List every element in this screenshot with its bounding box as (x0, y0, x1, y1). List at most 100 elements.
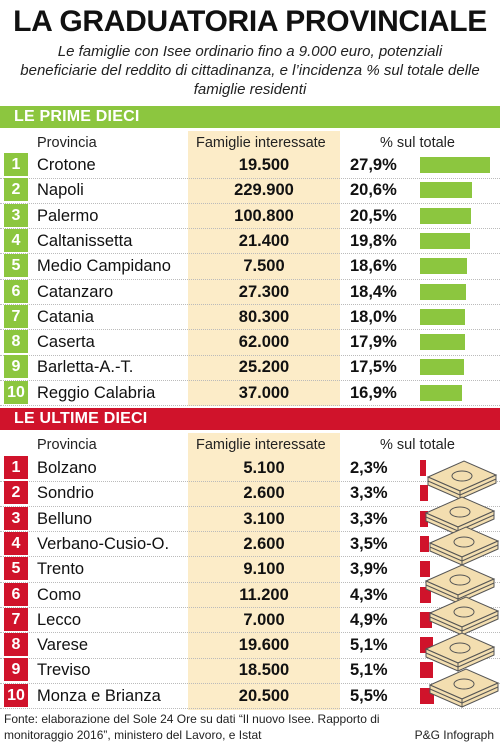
row-divider (0, 682, 500, 684)
table-row: 9 Barletta-A.-T. 25.200 17,5% (0, 355, 500, 379)
pct-label: 16,9% (350, 383, 397, 402)
pct-label: 5,1% (350, 661, 388, 680)
pct-label: 4,9% (350, 610, 388, 629)
pct-label: 3,3% (350, 509, 388, 528)
table-row: 4 Verbano-Cusio-O. 2.600 3,5% (0, 531, 500, 556)
pct-bar (420, 157, 490, 173)
pct-bar (420, 232, 470, 249)
pct-label: 27,9% (350, 156, 397, 174)
famiglie-value: 5.100 (243, 459, 285, 477)
rank-badge: 4 (4, 228, 28, 252)
famiglie-column-shade-top (188, 131, 340, 406)
famiglie-value: 2.600 (243, 534, 285, 553)
page-subtitle: Le famiglie con Isee ordinario fino a 9.… (20, 43, 480, 98)
table-row: 2 Napoli 229.900 20,6% (0, 178, 500, 202)
pct-bar (420, 308, 466, 325)
row-divider (0, 556, 500, 558)
rank-badge: 8 (4, 633, 28, 657)
provincia-label: Napoli (37, 181, 84, 200)
table-row: 8 Varese 19.600 5,1% (0, 633, 500, 657)
table-row: 3 Palermo 100.800 20,5% (0, 203, 500, 228)
rank-badge: 1 (4, 456, 28, 479)
pct-label: 20,6% (350, 181, 397, 200)
row-divider (0, 253, 500, 255)
provincia-label: Treviso (37, 661, 91, 680)
famiglie-value: 2.600 (243, 484, 285, 503)
provincia-label: Catanzaro (37, 282, 114, 301)
provincia-label: Sondrio (37, 484, 94, 503)
pct-bar (420, 460, 426, 476)
provincia-label: Caltanissetta (37, 231, 133, 250)
pct-bar (420, 258, 467, 275)
pct-label: 4,3% (350, 585, 388, 604)
section-banner-bottom: LE ULTIME DIECI (0, 408, 500, 430)
provincia-label: Crotone (37, 156, 96, 174)
pct-bar (420, 662, 433, 679)
provincia-label: Varese (37, 636, 89, 655)
provincia-label: Barletta-A.-T. (37, 358, 134, 377)
provincia-label: Lecco (37, 610, 82, 629)
provincia-label: Bolzano (37, 459, 97, 477)
pct-label: 19,8% (350, 231, 397, 250)
row-divider (0, 531, 500, 533)
rank-badge: 2 (4, 481, 28, 505)
famiglie-value: 27.300 (238, 282, 290, 301)
rank-badge: 8 (4, 330, 28, 354)
rank-badge: 6 (4, 279, 28, 303)
pct-bar (420, 485, 429, 502)
famiglie-value: 62.000 (238, 333, 290, 352)
provincia-label: Caserta (37, 333, 95, 352)
famiglie-value: 3.100 (243, 509, 285, 528)
row-divider (0, 505, 500, 507)
table-row: 2 Sondrio 2.600 3,3% (0, 481, 500, 505)
provincia-label: Palermo (37, 206, 99, 225)
pct-label: 3,3% (350, 484, 388, 503)
row-divider (0, 405, 500, 407)
pct-bar (420, 510, 429, 527)
column-header-provincia-2: Provincia (37, 437, 97, 453)
provincia-label: Monza e Brianza (37, 686, 161, 705)
famiglie-value: 19.500 (238, 156, 290, 174)
table-row: 6 Como 11.200 4,3% (0, 582, 500, 607)
pct-label: 3,9% (350, 560, 388, 579)
table-row: 10 Monza e Brianza 20.500 5,5% (0, 683, 500, 708)
rank-badge: 9 (4, 355, 28, 379)
famiglie-value: 7.000 (243, 610, 285, 629)
pct-label: 20,5% (350, 206, 397, 225)
rank-badge: 1 (4, 153, 28, 176)
column-header-pct: % sul totale (380, 135, 455, 151)
table-row: 7 Lecco 7.000 4,9% (0, 607, 500, 632)
pct-label: 5,1% (350, 636, 388, 655)
table-row: 1 Crotone 19.500 27,9% (0, 153, 500, 177)
rank-badge: 4 (4, 531, 28, 555)
provincia-label: Como (37, 585, 82, 604)
famiglie-value: 19.600 (238, 636, 290, 655)
pct-label: 18,0% (350, 307, 397, 326)
row-divider (0, 581, 500, 583)
column-header-famiglie: Famiglie interessate (196, 135, 326, 151)
row-divider (0, 480, 500, 482)
rank-badge: 6 (4, 582, 28, 606)
pct-bar (420, 611, 433, 628)
column-header-famiglie-2: Famiglie interessate (196, 437, 326, 453)
provincia-label: Medio Campidano (37, 257, 171, 276)
pct-bar (420, 182, 472, 199)
pct-label: 17,5% (350, 358, 397, 377)
table-row: 7 Catania 80.300 18,0% (0, 304, 500, 329)
famiglie-value: 20.500 (238, 686, 290, 705)
rank-badge: 10 (4, 380, 28, 404)
section-banner-top: LE PRIME DIECI (0, 106, 500, 128)
famiglie-value: 9.100 (243, 560, 285, 579)
pct-bar (420, 359, 464, 376)
rank-badge: 9 (4, 658, 28, 682)
page-title: LA GRADUATORIA PROVINCIALE (13, 5, 487, 38)
famiglie-value: 7.500 (243, 257, 285, 276)
provincia-label: Catania (37, 307, 94, 326)
column-header-pct-2: % sul totale (380, 437, 455, 453)
row-divider (0, 708, 500, 710)
pct-bar (420, 561, 430, 578)
table-row: 6 Catanzaro 27.300 18,4% (0, 279, 500, 304)
table-row: 5 Medio Campidano 7.500 18,6% (0, 254, 500, 278)
credit-label: P&G Infograph (414, 728, 494, 742)
table-row: 8 Caserta 62.000 17,9% (0, 330, 500, 354)
